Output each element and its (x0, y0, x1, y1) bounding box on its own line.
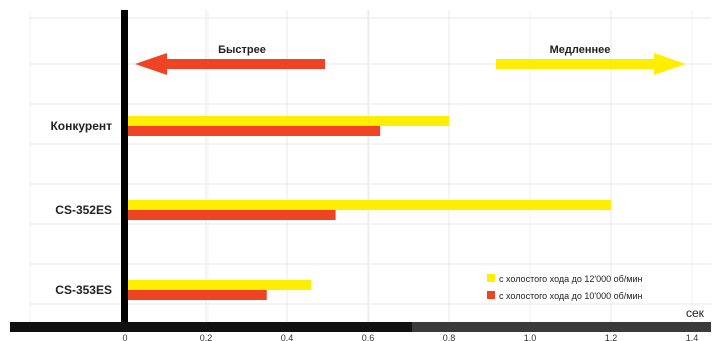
y-axis (121, 10, 128, 332)
slower-label: Медленнее (550, 44, 611, 56)
legend-swatch-10000 (487, 291, 495, 299)
x-tick-label: 0,2 (200, 333, 213, 341)
x-tick-label: 1,0 (524, 333, 537, 341)
slower-arrow (496, 53, 686, 75)
bar-cs-353es-series-2 (125, 290, 267, 300)
legend: с холостого хода до 12'000 об/мин с холо… (487, 274, 643, 301)
x-axis-light (412, 322, 711, 332)
faster-arrow (135, 53, 325, 75)
legend-label-10000: с холостого хода до 10'000 об/мин (499, 291, 643, 301)
bar-cs-353es-series-1 (125, 280, 312, 290)
x-tick-label: 0,8 (443, 333, 456, 341)
axes (10, 10, 711, 332)
bar-конкурент-series-2 (125, 126, 381, 136)
bar-конкурент-series-1 (125, 116, 449, 126)
bars (125, 116, 611, 300)
x-unit-label: сек (686, 306, 705, 320)
grid (29, 10, 711, 322)
legend-label-12000: с холостого хода до 12'000 об/мин (499, 274, 643, 284)
category-label-konkurent: Конкурент (50, 119, 112, 133)
x-tick-labels: 0 0,2 0,4 0,6 0,8 1,0 1,2 1,4 (122, 333, 698, 341)
legend-swatch-12000 (487, 274, 495, 282)
x-tick-label: 0,4 (281, 333, 294, 341)
x-tick-label: 0 (122, 333, 127, 341)
bar-cs-352es-series-1 (125, 200, 611, 210)
x-tick-label: 0,6 (362, 333, 375, 341)
category-label-cs352es: CS-352ES (55, 203, 112, 217)
arrow-annotations: Быстрее Медленнее (135, 44, 686, 75)
x-tick-label: 1,2 (605, 333, 618, 341)
bar-cs-352es-series-2 (125, 210, 336, 220)
category-labels: Конкурент CS-352ES CS-353ES (50, 119, 112, 297)
faster-label: Быстрее (218, 44, 266, 56)
category-label-cs353es: CS-353ES (55, 283, 112, 297)
x-tick-label: 1,4 (686, 333, 699, 341)
x-axis-dark (10, 322, 412, 332)
